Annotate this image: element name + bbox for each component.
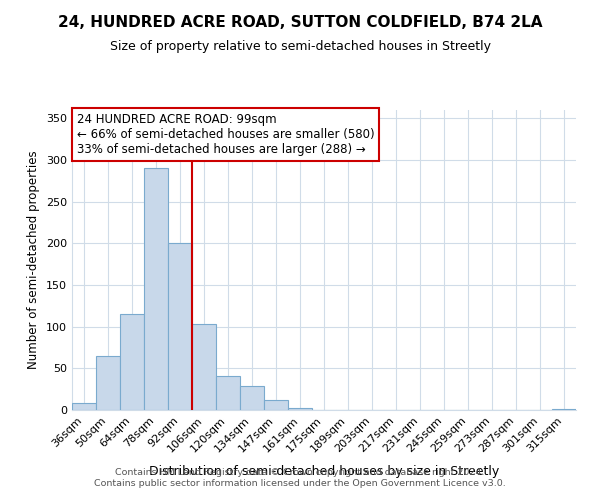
Bar bbox=[264, 400, 288, 410]
Bar bbox=[168, 242, 192, 410]
Bar bbox=[192, 324, 216, 410]
Bar bbox=[552, 409, 576, 410]
Bar bbox=[120, 314, 144, 410]
X-axis label: Distribution of semi-detached houses by size in Streetly: Distribution of semi-detached houses by … bbox=[149, 465, 499, 478]
Bar bbox=[96, 356, 120, 410]
Y-axis label: Number of semi-detached properties: Number of semi-detached properties bbox=[28, 150, 40, 370]
Text: Size of property relative to semi-detached houses in Streetly: Size of property relative to semi-detach… bbox=[110, 40, 491, 53]
Bar bbox=[72, 404, 96, 410]
Bar bbox=[144, 168, 168, 410]
Bar bbox=[216, 376, 240, 410]
Bar bbox=[240, 386, 264, 410]
Text: 24 HUNDRED ACRE ROAD: 99sqm
← 66% of semi-detached houses are smaller (580)
33% : 24 HUNDRED ACRE ROAD: 99sqm ← 66% of sem… bbox=[77, 113, 374, 156]
Text: 24, HUNDRED ACRE ROAD, SUTTON COLDFIELD, B74 2LA: 24, HUNDRED ACRE ROAD, SUTTON COLDFIELD,… bbox=[58, 15, 542, 30]
Bar bbox=[288, 408, 312, 410]
Text: Contains HM Land Registry data © Crown copyright and database right 2024.
Contai: Contains HM Land Registry data © Crown c… bbox=[94, 468, 506, 487]
